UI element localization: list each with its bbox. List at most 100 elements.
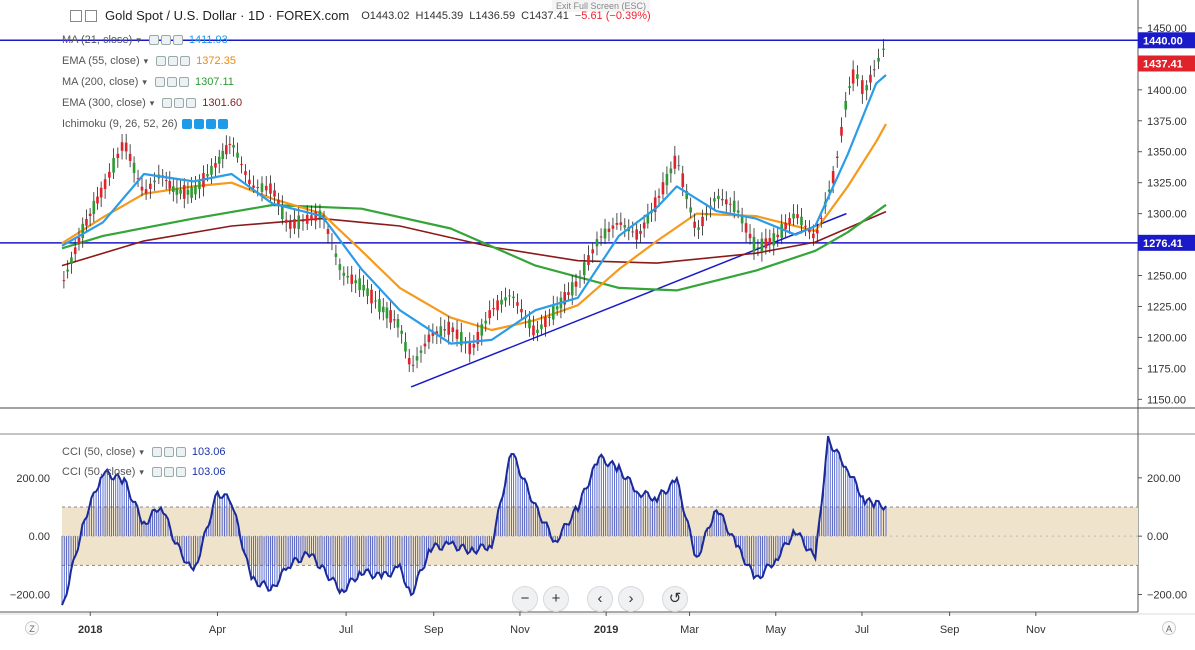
candle-body [595,239,599,247]
eye-icon[interactable] [151,447,162,457]
chevron-down-icon[interactable]: ▾ [136,34,141,45]
close-icon[interactable] [186,98,197,108]
chevron-down-icon[interactable]: ▾ [139,446,144,457]
close-icon[interactable] [180,56,191,66]
candle-body [468,341,472,355]
candle-body [232,144,235,148]
candle-body [144,189,148,194]
braces-icon[interactable] [205,119,216,129]
candle-body [472,344,476,348]
candle-body [500,299,503,305]
candle-body [520,308,523,313]
candle-body [717,195,720,199]
chevron-down-icon[interactable]: ▾ [149,97,155,108]
legend-cci-1[interactable]: CCI (50, close) ▾ 103.06 [62,446,226,458]
cci-tick-label-right: 0.00 [1147,531,1168,543]
gear-icon[interactable] [163,467,174,477]
low-value: L1436.59 [469,9,516,22]
gear-icon[interactable] [163,447,174,457]
candle-body [732,200,736,212]
reset-chart-button[interactable]: ↺ [662,586,688,612]
candle-body [447,321,451,335]
candle-body [869,74,872,83]
candle-body [153,180,156,183]
candle-body [540,324,543,329]
candle-body [772,233,776,246]
candle-body [748,233,752,239]
time-tick-label: Apr [209,624,226,636]
candle-body [206,174,209,177]
candle-body [582,262,586,276]
chevron-down-icon[interactable]: ▾ [143,55,149,66]
candle-body [277,199,280,206]
scroll-forward-button[interactable]: › [618,586,644,612]
collapse-icon[interactable] [70,9,82,22]
gear-icon[interactable] [166,77,177,87]
legend-ma21[interactable]: MA (21, close) ▾ 1411.93 [62,34,228,46]
close-icon[interactable] [175,467,186,477]
candle-body [305,214,309,224]
zoom-out-button[interactable]: − [512,586,538,612]
close-icon[interactable] [172,35,183,45]
eye-icon[interactable] [154,77,165,87]
candle-body [705,213,708,216]
legend-value: 103.06 [191,466,226,478]
legend-ema55[interactable]: EMA (55, close) ▾ 1372.35 [62,55,236,67]
legend-value: 1307.11 [194,76,234,88]
legend-ma200[interactable]: MA (200, close) ▾ 1307.11 [62,76,234,88]
candle-body [334,253,338,257]
candle-body [284,219,288,223]
candle-body [551,305,555,320]
candle-body [190,186,193,198]
legend-ema300[interactable]: EMA (300, close) ▾ 1301.60 [62,97,242,109]
candle-body [635,229,638,240]
candle-body [240,163,243,165]
candle-body [366,288,369,296]
gear-icon[interactable] [193,119,204,129]
candle-body [780,224,783,238]
eye-icon[interactable] [148,35,159,45]
candle-body [740,215,744,224]
candle-body [451,327,455,333]
symbol-title[interactable]: Gold Spot / U.S. Dollar · 1D · FOREX.com [105,8,350,23]
zoom-in-button[interactable]: + [543,586,569,612]
legend-ichimoku[interactable]: Ichimoku (9, 26, 52, 26) [62,118,230,130]
timezone-button[interactable]: Z [25,621,39,635]
chevron-down-icon[interactable]: ▾ [139,466,144,477]
candle-body [404,341,407,352]
price-badge-label: 1440.00 [1143,35,1183,47]
chevron-down-icon[interactable]: ▾ [142,76,147,87]
candle-body [603,228,607,239]
candle-body [381,306,385,313]
price-tick-label: 1225.00 [1147,301,1187,313]
change-value: −5.61 (−0.39%) [574,9,651,22]
candle-body [443,329,447,331]
legend-cci-2[interactable]: CCI (50, close) ▾ 103.06 [62,466,226,478]
scroll-back-button[interactable]: ‹ [587,586,613,612]
candle-body [808,229,811,233]
close-icon[interactable] [175,447,186,457]
auto-scale-button[interactable]: A [1162,621,1176,635]
legend-label: MA (21, close) [62,34,133,46]
eye-icon[interactable] [181,119,192,129]
price-tick-label: 1400.00 [1147,85,1187,97]
flag-icon[interactable] [85,9,97,22]
gear-icon[interactable] [160,35,171,45]
candle-body [827,189,831,192]
candle-body [844,100,848,110]
exit-fullscreen-button[interactable]: Exit Full Screen (ESC) [552,0,651,12]
gear-icon[interactable] [168,56,179,66]
legend-value: 103.06 [191,446,226,458]
candle-body [646,213,650,224]
close-icon[interactable] [217,119,228,129]
candle-body [70,257,73,264]
eye-icon[interactable] [162,98,173,108]
gear-icon[interactable] [174,98,185,108]
eye-icon[interactable] [156,56,167,66]
candle-body [431,332,435,336]
eye-icon[interactable] [151,467,162,477]
high-value: H1445.39 [415,9,464,22]
close-icon[interactable] [178,77,189,87]
